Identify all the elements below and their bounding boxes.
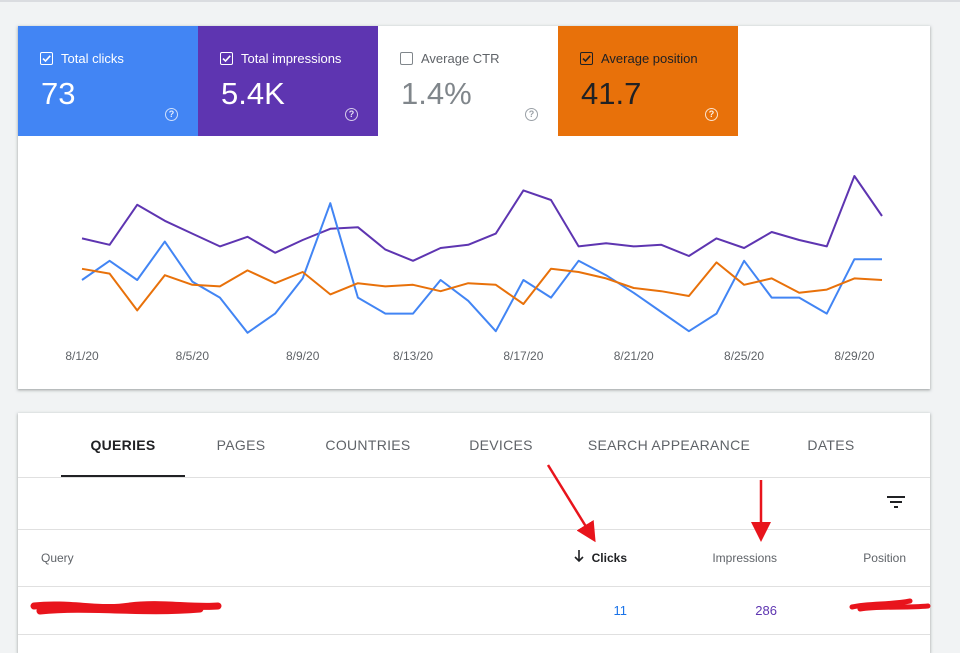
- active-tab-indicator: [61, 475, 185, 477]
- metric-label: Average CTR: [421, 51, 500, 66]
- metric-tiles: Total clicks 73 ? Total impressions 5.4K…: [18, 26, 738, 136]
- sort-descending-icon[interactable]: [573, 549, 585, 563]
- help-icon[interactable]: ?: [165, 108, 178, 121]
- metric-value: 41.7: [581, 76, 642, 111]
- metric-label: Average position: [601, 51, 698, 66]
- top-divider: [0, 0, 960, 2]
- metric-tile-average-position[interactable]: Average position 41.7 ?: [558, 26, 738, 136]
- metric-tile-total-impressions[interactable]: Total impressions 5.4K ?: [198, 26, 378, 136]
- x-tick-label: 8/13/20: [393, 349, 433, 363]
- performance-line-chart: 8/1/20 8/5/20 8/9/20 8/13/20 8/17/20 8/21/20 8…: [65, 175, 883, 363]
- x-tick-label: 8/25/20: [724, 349, 764, 363]
- metric-label: Total clicks: [61, 51, 124, 66]
- tab-search-appearance[interactable]: SEARCH APPEARANCE: [587, 437, 751, 453]
- x-tick-label: 8/21/20: [614, 349, 654, 363]
- tab-devices[interactable]: DEVICES: [469, 437, 533, 453]
- dimension-tabs: QUERIES PAGES COUNTRIES DEVICES SEARCH A…: [18, 413, 930, 478]
- report-table-card: QUERIES PAGES COUNTRIES DEVICES SEARCH A…: [18, 413, 930, 653]
- x-tick-label: 8/1/20: [65, 349, 99, 363]
- metric-value: 73: [41, 76, 76, 111]
- help-icon[interactable]: ?: [345, 108, 358, 121]
- row-clicks-value: 11: [613, 603, 628, 618]
- chart-series-line-0: [81, 175, 883, 262]
- tab-pages[interactable]: PAGES: [216, 437, 266, 453]
- tab-queries[interactable]: QUERIES: [90, 437, 156, 453]
- checkbox-checked-icon[interactable]: [580, 52, 593, 65]
- column-header-position[interactable]: Position: [863, 551, 906, 565]
- x-tick-label: 8/17/20: [503, 349, 543, 363]
- column-header-query[interactable]: Query: [41, 551, 74, 565]
- metric-label: Total impressions: [241, 51, 342, 66]
- x-tick-label: 8/5/20: [176, 349, 210, 363]
- help-icon[interactable]: ?: [525, 108, 538, 121]
- performance-card: Total clicks 73 ? Total impressions 5.4K…: [18, 26, 930, 389]
- column-header-clicks[interactable]: Clicks: [591, 551, 627, 565]
- checkbox-checked-icon[interactable]: [220, 52, 233, 65]
- filter-icon[interactable]: [886, 494, 906, 510]
- metric-tile-total-clicks[interactable]: Total clicks 73 ?: [18, 26, 198, 136]
- tab-dates[interactable]: DATES: [807, 437, 855, 453]
- table-row[interactable]: 11 286: [18, 586, 930, 635]
- column-header-impressions[interactable]: Impressions: [712, 551, 777, 565]
- tab-countries[interactable]: COUNTRIES: [325, 437, 411, 453]
- table-header-row: Query Clicks Impressions Position: [18, 529, 930, 587]
- x-tick-label: 8/9/20: [286, 349, 320, 363]
- checkbox-checked-icon[interactable]: [40, 52, 53, 65]
- checkbox-unchecked-icon[interactable]: [400, 52, 413, 65]
- filter-toolbar: [18, 477, 930, 530]
- metric-tile-average-ctr[interactable]: Average CTR 1.4% ?: [378, 26, 558, 136]
- metric-value: 5.4K: [221, 76, 285, 111]
- metric-value: 1.4%: [401, 76, 472, 111]
- chart-series-line-1: [81, 202, 882, 334]
- chart-series-line-2: [81, 261, 883, 312]
- x-tick-label: 8/29/20: [834, 349, 874, 363]
- help-icon[interactable]: ?: [705, 108, 718, 121]
- row-impressions-value: 286: [755, 603, 777, 618]
